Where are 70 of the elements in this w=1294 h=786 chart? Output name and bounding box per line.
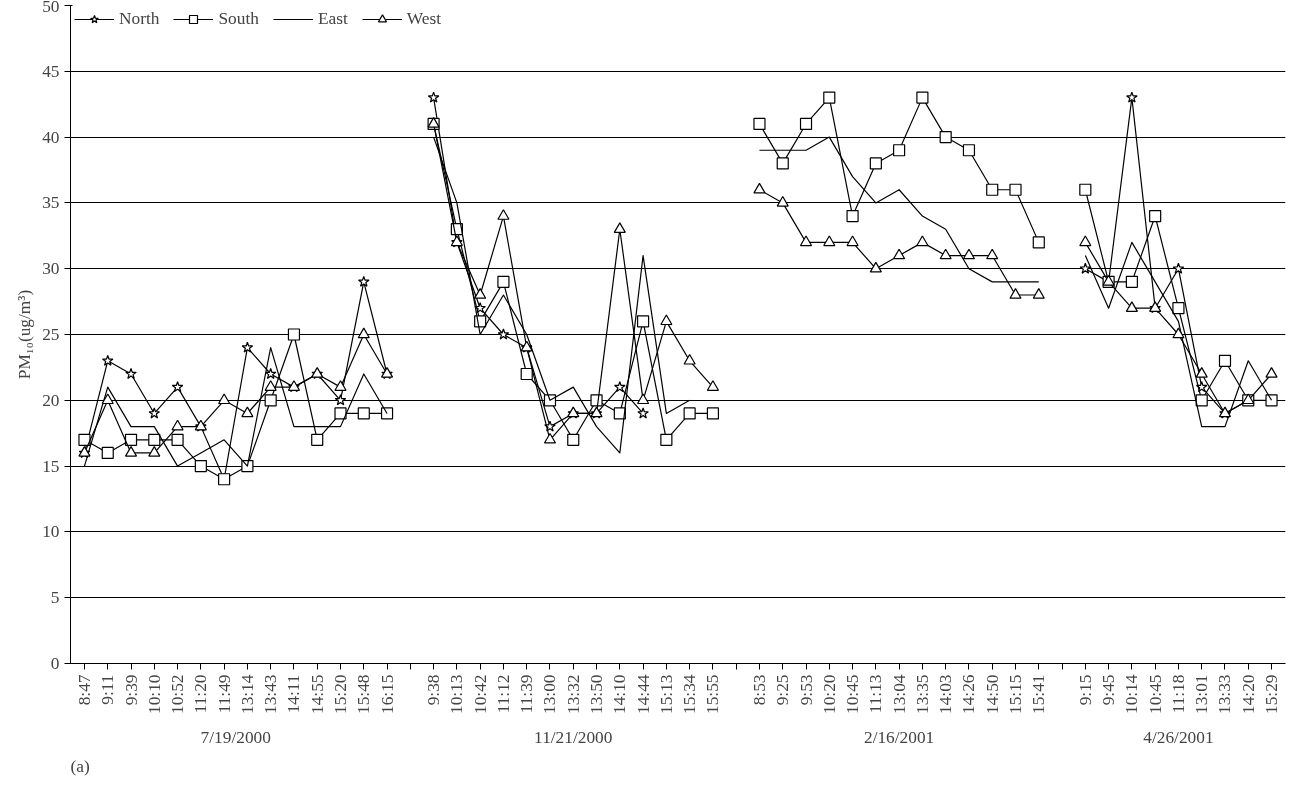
text: 2/16/2001 [863, 727, 935, 747]
x-tick-label: 13:35 [912, 674, 932, 714]
y-tick-label: 15 [42, 456, 60, 476]
legend-label: East [317, 9, 348, 29]
x-tick-label: 15:48 [354, 674, 374, 714]
x-tick-label: 14:55 [307, 674, 327, 714]
x-tick-label: 14:10 [610, 674, 630, 714]
x-tick-label: 13:32 [563, 674, 583, 714]
x-tick-label: 9:38 [424, 674, 444, 706]
x-tick-label: 13:01 [1192, 674, 1212, 714]
x-tick-label: 15:13 [656, 674, 676, 714]
x-tick-label: 9:11 [98, 674, 118, 705]
x-tick-label: 14:20 [1238, 674, 1258, 714]
x-tick-label: 8:47 [74, 674, 94, 706]
x-tick-label: 10:52 [168, 674, 188, 714]
x-tick-label: 13:43 [261, 674, 281, 714]
x-tick-label: 15:34 [680, 674, 700, 714]
x-tick-label: 13:14 [237, 674, 257, 714]
x-tick-label: 10:13 [447, 674, 467, 714]
x-tick-label: 11:39 [517, 674, 537, 714]
text: 7/19/2000 [200, 727, 271, 747]
x-tick-label: 9:39 [121, 674, 141, 706]
y-tick-label: 40 [42, 127, 60, 147]
x-tick-label: 9:53 [796, 674, 816, 706]
x-tick-label: 10:42 [470, 674, 490, 714]
y-tick-label: 45 [42, 61, 60, 81]
x-tick-label: 13:04 [889, 674, 909, 714]
x-tick-label: 15:55 [703, 674, 723, 714]
legend-label: South [218, 9, 259, 29]
x-tick-label: 13:50 [587, 674, 607, 714]
x-tick-label: 15:29 [1262, 674, 1282, 714]
legend-label: North [119, 9, 160, 29]
x-tick-label: 13:33 [1215, 674, 1235, 714]
x-tick-label: 15:15 [1006, 674, 1025, 714]
legend-label: West [406, 9, 441, 29]
y-axis-title: PM₁₀(ug/m³) [15, 289, 35, 380]
x-tick-label: 14:26 [959, 674, 979, 714]
x-tick-label: 10:45 [843, 674, 863, 714]
x-tick-label: 14:50 [982, 674, 1002, 714]
text: 4/26/2001 [1143, 727, 1214, 747]
x-tick-label: 16:15 [377, 674, 397, 714]
text: (a) [70, 756, 90, 776]
x-tick-label: 14:11 [284, 674, 304, 714]
x-tick-label: 10:10 [144, 674, 164, 714]
x-tick-label: 14:03 [936, 674, 956, 714]
x-tick-label: 9:15 [1075, 674, 1095, 706]
y-tick-label: 25 [42, 325, 60, 344]
y-tick-label: 0 [50, 654, 60, 673]
x-tick-label: 11:20 [191, 674, 211, 714]
x-tick-label: 8:53 [749, 674, 769, 706]
x-tick-label: 10:14 [1122, 674, 1142, 714]
x-tick-label: 9:45 [1099, 674, 1119, 706]
x-tick-label: 10:45 [1145, 674, 1165, 714]
x-tick-label: 11:13 [866, 674, 886, 714]
x-tick-label: 11:18 [1168, 674, 1188, 714]
x-tick-label: 15:20 [331, 674, 350, 714]
y-tick-label: 5 [50, 588, 60, 608]
text: 11/21/2000 [534, 727, 613, 747]
y-tick-label: 35 [42, 193, 60, 213]
x-tick-label: 11:12 [493, 674, 513, 714]
x-tick-label: 10:20 [819, 674, 839, 714]
y-tick-label: 10 [42, 522, 60, 542]
x-tick-label: 9:25 [773, 674, 793, 706]
x-tick-label: 15:41 [1029, 674, 1049, 714]
x-tick-label: 11:49 [214, 674, 234, 714]
y-tick-label: 30 [42, 259, 60, 279]
y-tick-label: 50 [42, 0, 60, 16]
x-tick-label: 14:44 [633, 674, 653, 714]
y-tick-label: 20 [42, 390, 60, 410]
x-tick-label: 13:00 [540, 674, 560, 714]
